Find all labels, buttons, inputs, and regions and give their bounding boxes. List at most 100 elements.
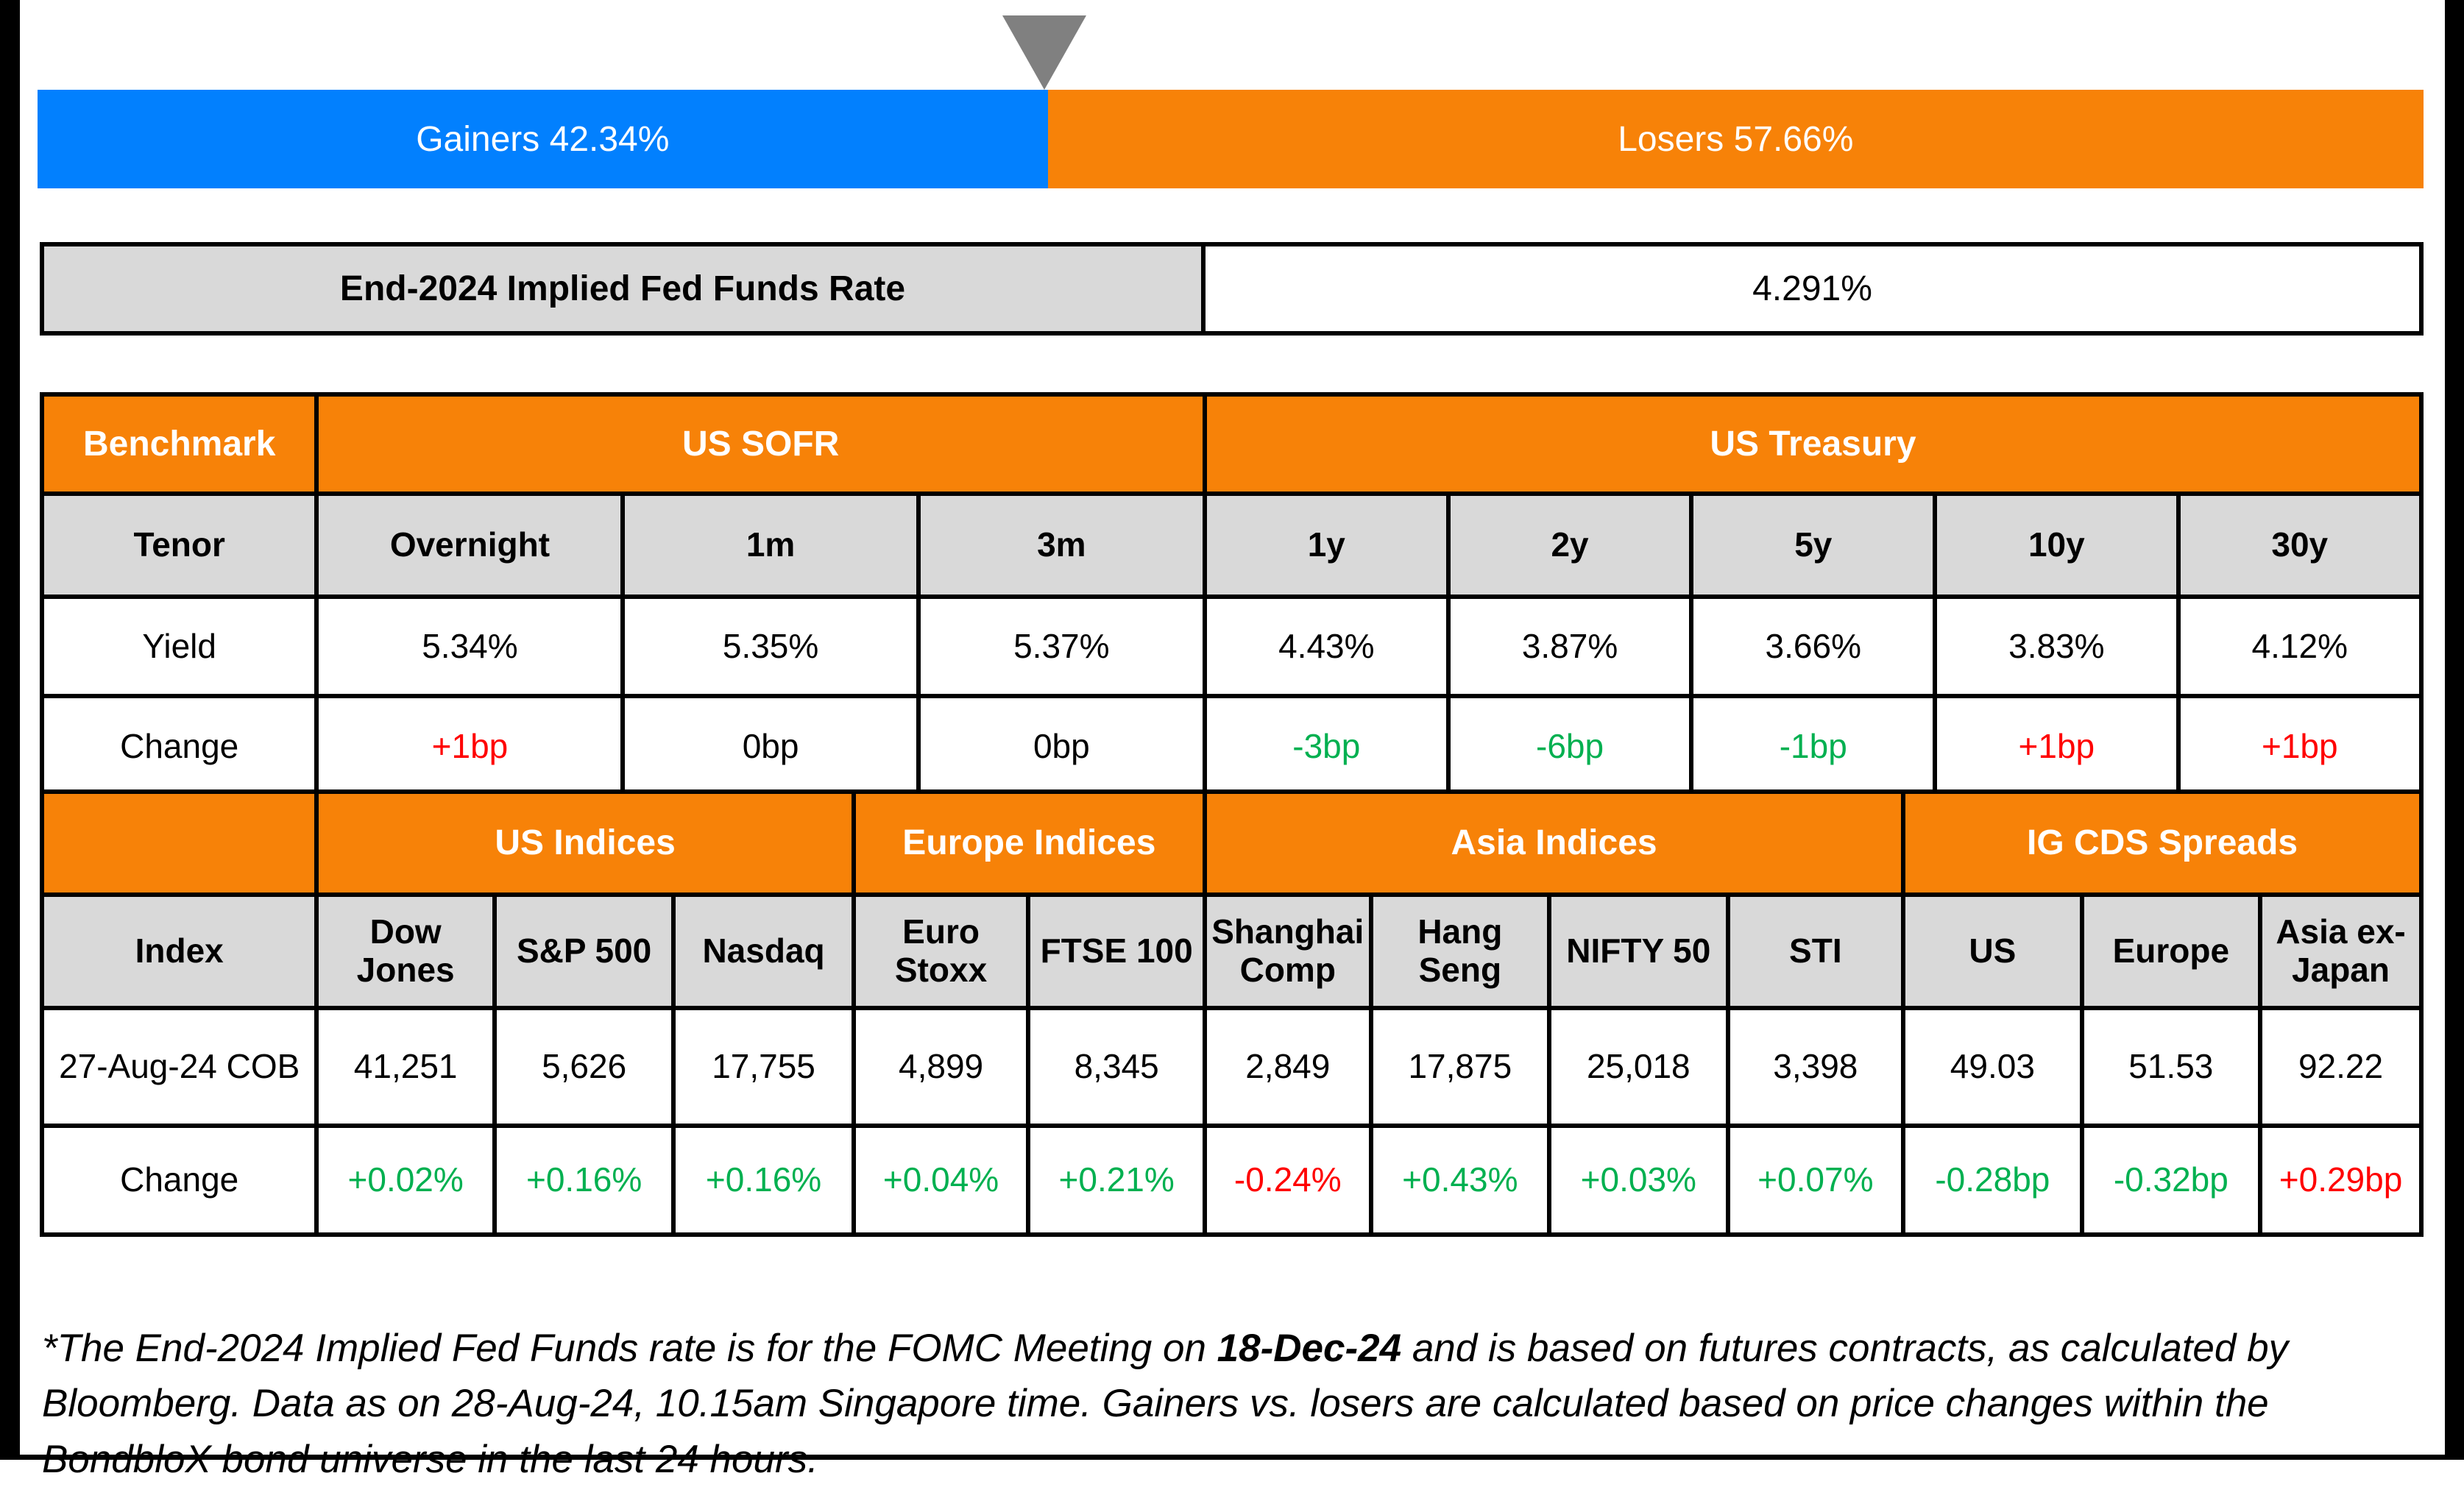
footnote-part2: and is based on futures contracts, as ca… <box>42 1327 2289 1481</box>
bottom-border-bar <box>0 1455 2464 1460</box>
gainers-segment: Gainers 42.34% <box>38 90 1048 188</box>
index-value-cell: 41,251 <box>314 1006 497 1128</box>
tenor-row-label: Tenor <box>39 491 319 599</box>
yield-cell: 3.83% <box>1933 595 2181 698</box>
index-name-cell: Nasdaq <box>671 892 856 1010</box>
index-name-cell: US <box>1901 892 2084 1010</box>
index-value-cell: 2,849 <box>1202 1006 1373 1128</box>
index-value-cell: 92.22 <box>2258 1006 2424 1128</box>
indices-table: US Indices Europe Indices Asia Indices I… <box>39 789 2424 1237</box>
change-cell: -0.24% <box>1202 1124 1373 1237</box>
index-value-cell: 5,626 <box>492 1006 676 1128</box>
change-cell: -3bp <box>1202 694 1451 800</box>
change-cell: +0.16% <box>492 1124 676 1237</box>
index-name-cell: FTSE 100 <box>1026 892 1207 1010</box>
benchmark-corner-cell: Benchmark <box>39 392 319 496</box>
change-cell: +1bp <box>2176 694 2424 800</box>
tenor-cell: 3m <box>916 491 1207 599</box>
change-cell: -0.28bp <box>1901 1124 2084 1237</box>
yield-cell: 4.43% <box>1202 595 1451 698</box>
yield-row: Yield 5.34% 5.35% 5.37% 4.43% 3.87% 3.66… <box>39 595 2424 698</box>
indices-corner-cell <box>39 789 319 897</box>
index-name-cell: Shanghai Comp <box>1202 892 1373 1010</box>
tenor-cell: Overnight <box>314 491 626 599</box>
losers-label: Losers 57.66% <box>1618 119 1854 159</box>
index-value-cell: 51.53 <box>2079 1006 2263 1128</box>
indices-header-row: US Indices Europe Indices Asia Indices I… <box>39 789 2424 897</box>
index-value-cell: 8,345 <box>1026 1006 1207 1128</box>
group-header-europe-indices: Europe Indices <box>851 789 1207 897</box>
group-header-us-sofr: US SOFR <box>314 392 1207 496</box>
change-cell: -0.32bp <box>2079 1124 2263 1237</box>
yield-row-label: Yield <box>39 595 319 698</box>
change-cell: +0.16% <box>671 1124 856 1237</box>
index-row-label: Index <box>39 892 319 1010</box>
change-cell: +0.43% <box>1368 1124 1552 1237</box>
yield-cell: 3.66% <box>1689 595 1938 698</box>
footnote-bold-date: 18-Dec-24 <box>1217 1327 1402 1370</box>
tenor-cell: 1m <box>620 491 921 599</box>
index-value-cell: 17,755 <box>671 1006 856 1128</box>
indices-change-row: Change +0.02% +0.16% +0.16% +0.04% +0.21… <box>39 1124 2424 1237</box>
index-name-cell: Hang Seng <box>1368 892 1552 1010</box>
group-header-asia-indices: Asia Indices <box>1202 789 1906 897</box>
index-value-cell: 4,899 <box>851 1006 1031 1128</box>
tenor-cell: 1y <box>1202 491 1451 599</box>
change-cell: +1bp <box>314 694 626 800</box>
change-cell: 0bp <box>620 694 921 800</box>
group-header-us-indices: US Indices <box>314 789 856 897</box>
tenor-cell: 5y <box>1689 491 1938 599</box>
group-header-ig-cds-spreads: IG CDS Spreads <box>1901 789 2424 897</box>
fed-funds-label: End-2024 Implied Fed Funds Rate <box>44 246 1206 331</box>
change-cell: 0bp <box>916 694 1207 800</box>
yield-cell: 5.34% <box>314 595 626 698</box>
tenor-cell: 10y <box>1933 491 2181 599</box>
yield-cell: 4.12% <box>2176 595 2424 698</box>
index-value-cell: 3,398 <box>1725 1006 1906 1128</box>
index-name-cell: NIFTY 50 <box>1547 892 1730 1010</box>
benchmark-table: Benchmark US SOFR US Treasury Tenor Over… <box>39 392 2424 800</box>
benchmark-change-row: Change +1bp 0bp 0bp -3bp -6bp -1bp +1bp … <box>39 694 2424 800</box>
change-cell: +0.04% <box>851 1124 1031 1237</box>
indices-change-row-label: Change <box>39 1124 319 1237</box>
yield-cell: 3.87% <box>1445 595 1694 698</box>
change-cell: +0.03% <box>1547 1124 1730 1237</box>
index-value-cell: 25,018 <box>1547 1006 1730 1128</box>
group-header-us-treasury: US Treasury <box>1202 392 2424 496</box>
index-name-cell: STI <box>1725 892 1906 1010</box>
yield-cell: 5.35% <box>620 595 921 698</box>
change-cell: -1bp <box>1689 694 1938 800</box>
index-name-cell: Asia ex-Japan <box>2258 892 2424 1010</box>
fed-funds-row: End-2024 Implied Fed Funds Rate 4.291% <box>40 242 2424 336</box>
fed-funds-value: 4.291% <box>1752 269 1872 308</box>
benchmark-header-row: Benchmark US SOFR US Treasury <box>39 392 2424 496</box>
gainers-label: Gainers 42.34% <box>416 119 670 159</box>
index-name-cell: Euro Stoxx <box>851 892 1031 1010</box>
footnote: *The End-2024 Implied Fed Funds rate is … <box>42 1321 2424 1487</box>
split-marker-triangle-icon <box>1002 15 1086 90</box>
change-cell: +0.21% <box>1026 1124 1207 1237</box>
index-value-cell: 17,875 <box>1368 1006 1552 1128</box>
cob-row-label: 27-Aug-24 COB <box>39 1006 319 1128</box>
left-border-bar <box>0 0 20 1460</box>
index-name-cell: Dow Jones <box>314 892 497 1010</box>
tenor-row: Tenor Overnight 1m 3m 1y 2y 5y 10y 30y <box>39 491 2424 599</box>
index-value-cell: 49.03 <box>1901 1006 2084 1128</box>
yield-cell: 5.37% <box>916 595 1207 698</box>
change-cell: -6bp <box>1445 694 1694 800</box>
change-cell: +0.29bp <box>2258 1124 2424 1237</box>
tenor-cell: 30y <box>2176 491 2424 599</box>
change-cell: +0.02% <box>314 1124 497 1237</box>
right-border-bar <box>2445 0 2464 1460</box>
cob-values-row: 27-Aug-24 COB 41,251 5,626 17,755 4,899 … <box>39 1006 2424 1128</box>
footnote-part1: *The End-2024 Implied Fed Funds rate is … <box>42 1327 1217 1370</box>
index-name-cell: Europe <box>2079 892 2263 1010</box>
index-name-cell: S&P 500 <box>492 892 676 1010</box>
index-name-row: Index Dow Jones S&P 500 Nasdaq Euro Stox… <box>39 892 2424 1010</box>
change-cell: +1bp <box>1933 694 2181 800</box>
change-row-label: Change <box>39 694 319 800</box>
tenor-cell: 2y <box>1445 491 1694 599</box>
gainers-losers-bar: Gainers 42.34% Losers 57.66% <box>38 90 2424 188</box>
change-cell: +0.07% <box>1725 1124 1906 1237</box>
losers-segment: Losers 57.66% <box>1047 90 2424 188</box>
